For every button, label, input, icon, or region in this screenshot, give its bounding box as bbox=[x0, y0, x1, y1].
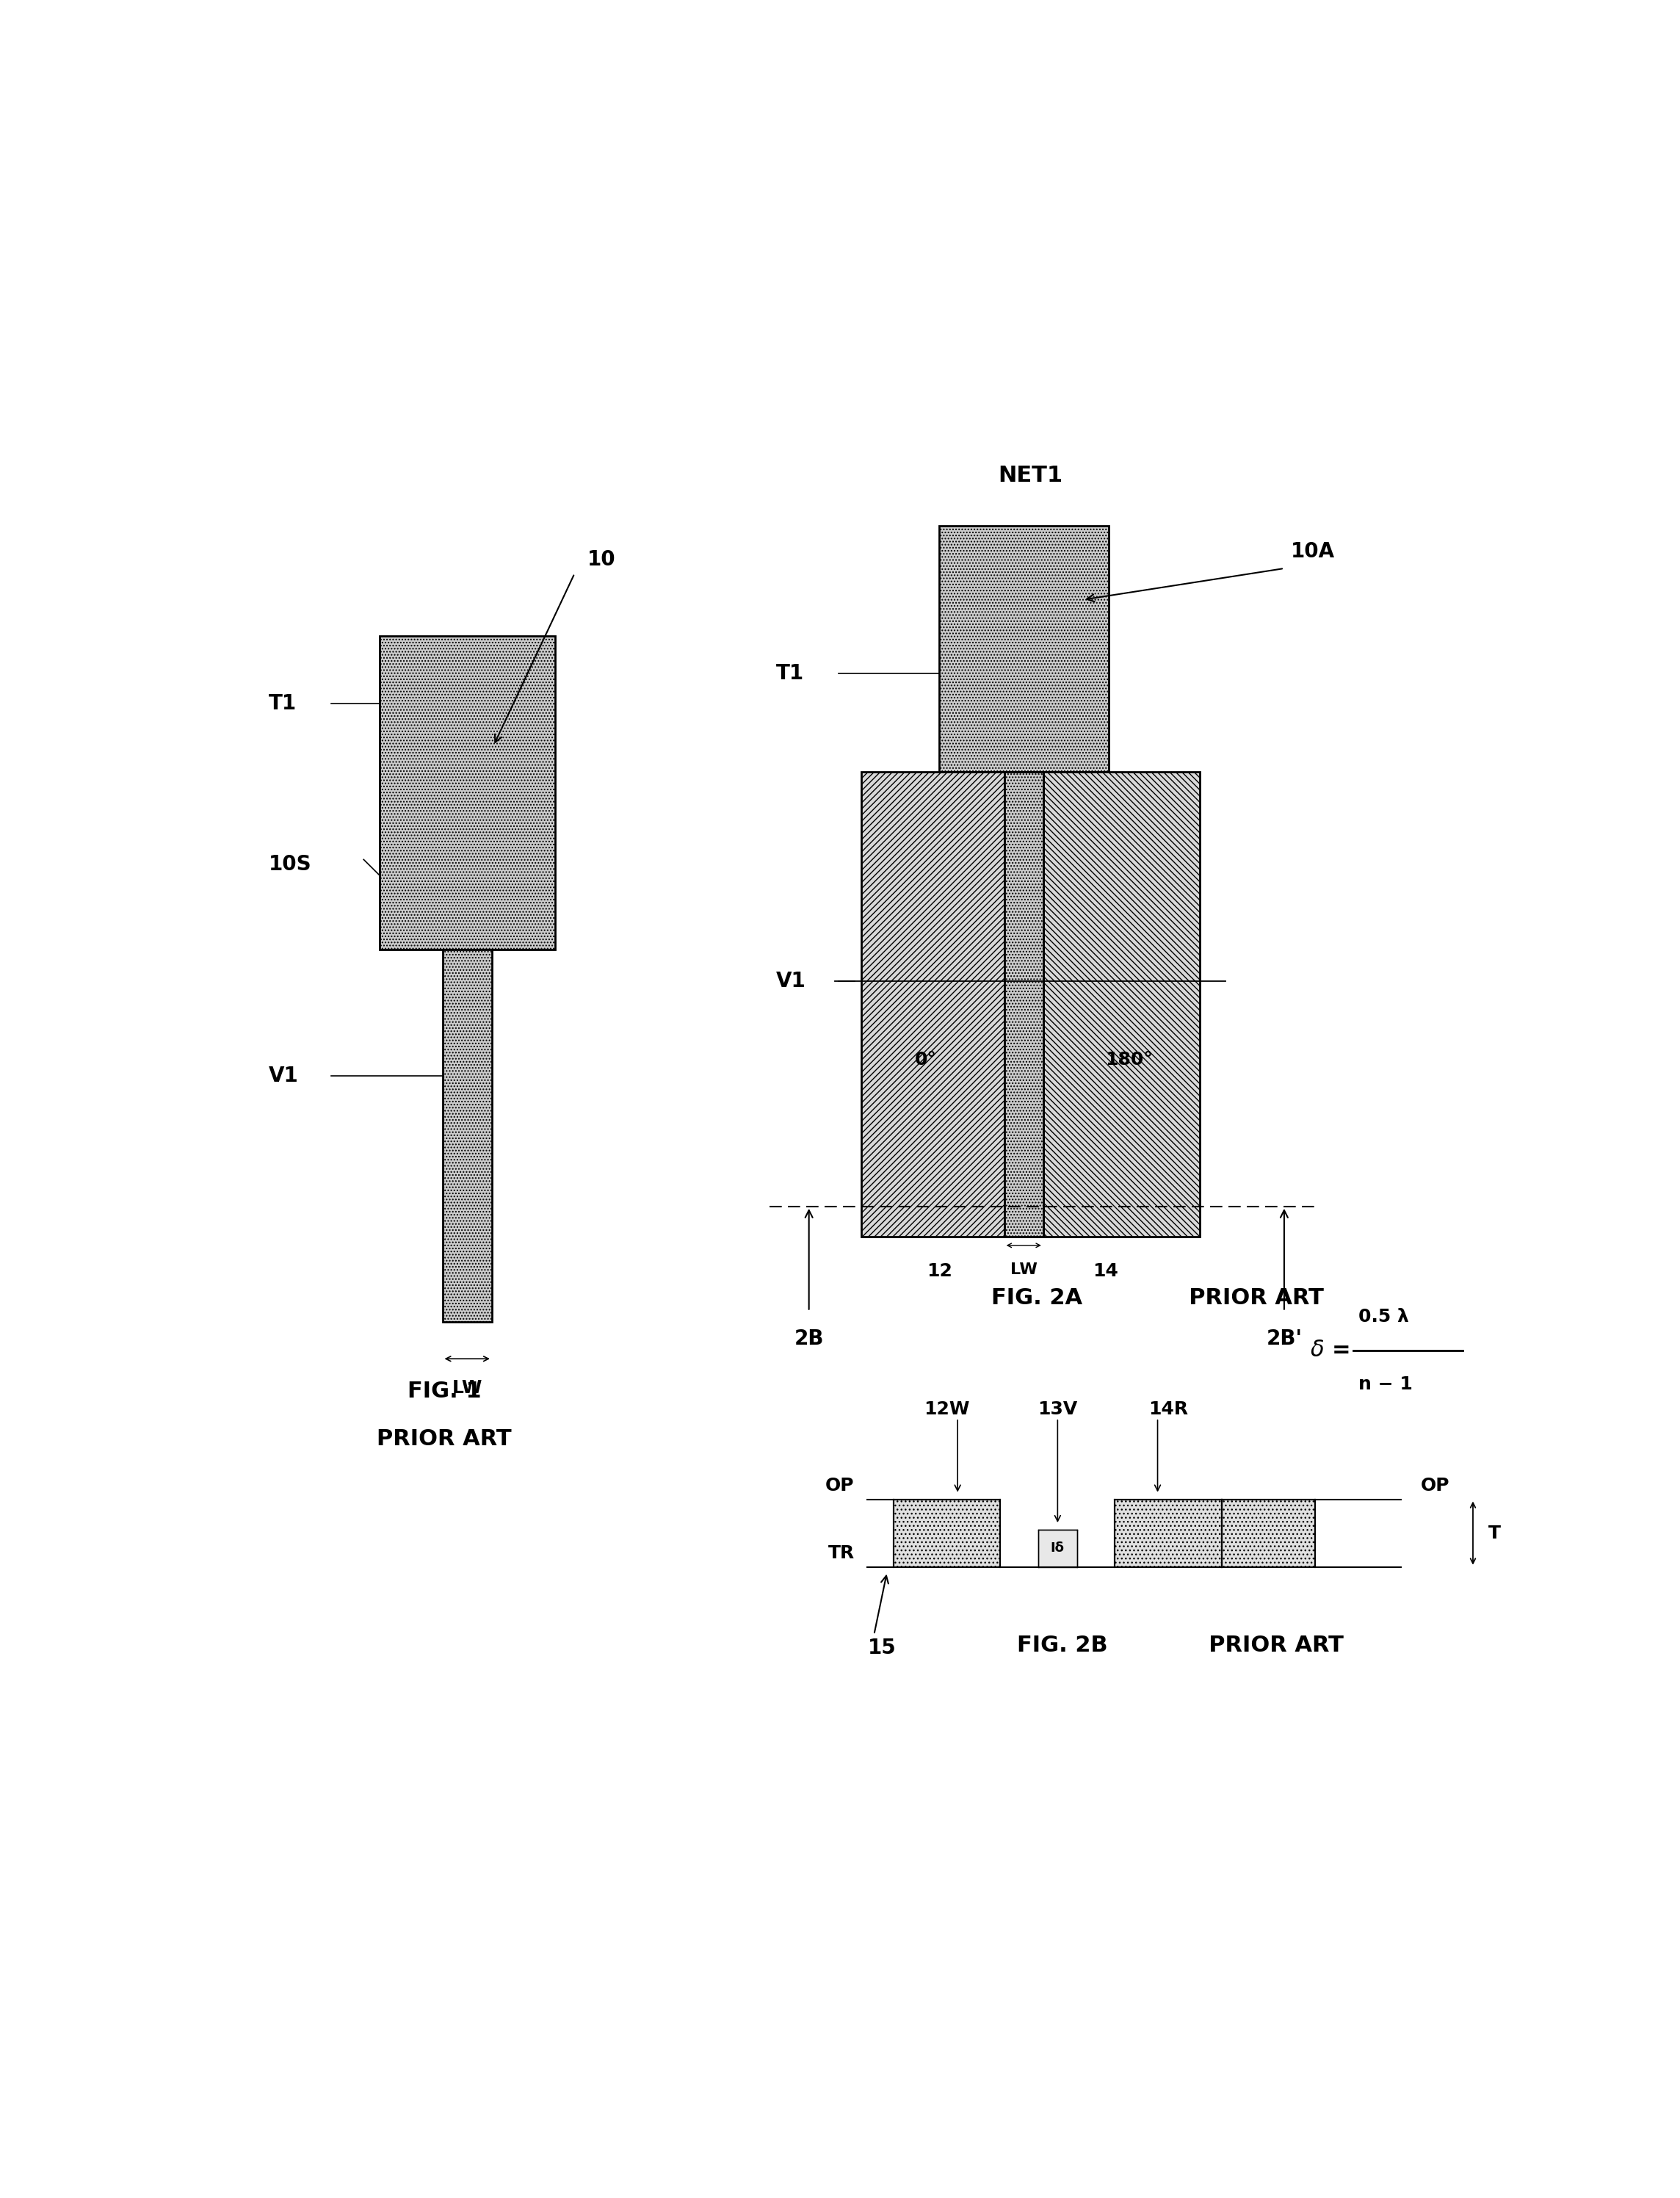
Text: 14R: 14R bbox=[1149, 1400, 1188, 1418]
Text: Iδ: Iδ bbox=[1050, 1541, 1065, 1554]
Bar bbox=[442, 950, 492, 1321]
Text: 180°: 180° bbox=[1105, 1051, 1152, 1068]
Text: 0°: 0° bbox=[914, 1051, 936, 1068]
Text: 12W: 12W bbox=[924, 1400, 969, 1418]
Bar bbox=[380, 635, 554, 950]
Text: NET1: NET1 bbox=[998, 464, 1063, 486]
Text: 10: 10 bbox=[588, 550, 617, 569]
Text: 2B: 2B bbox=[795, 1328, 823, 1350]
Text: T1: T1 bbox=[269, 695, 297, 714]
Text: $\delta$ =: $\delta$ = bbox=[1310, 1339, 1349, 1361]
Text: 2B': 2B' bbox=[1267, 1328, 1302, 1350]
Text: PRIOR ART: PRIOR ART bbox=[1193, 1635, 1344, 1655]
Text: V1: V1 bbox=[776, 972, 806, 991]
Text: 13V: 13V bbox=[1038, 1400, 1077, 1418]
Bar bbox=[1005, 771, 1043, 1237]
Text: 14: 14 bbox=[1094, 1262, 1119, 1279]
Text: LW: LW bbox=[1010, 1262, 1037, 1277]
Text: 12: 12 bbox=[927, 1262, 953, 1279]
Text: PRIOR ART: PRIOR ART bbox=[376, 1429, 512, 1448]
Text: LW: LW bbox=[452, 1378, 482, 1396]
Text: 10A: 10A bbox=[1290, 541, 1336, 563]
Text: FIG. 1: FIG. 1 bbox=[408, 1380, 480, 1402]
Text: OP: OP bbox=[1421, 1477, 1450, 1495]
Text: FIG. 2A: FIG. 2A bbox=[991, 1288, 1082, 1310]
Bar bbox=[1221, 1499, 1315, 1567]
Text: T1: T1 bbox=[776, 664, 805, 684]
Text: 0.5 λ: 0.5 λ bbox=[1359, 1308, 1410, 1325]
Bar bbox=[1038, 1530, 1077, 1567]
Text: n − 1: n − 1 bbox=[1359, 1376, 1413, 1394]
Text: FIG. 2B: FIG. 2B bbox=[1018, 1635, 1109, 1655]
Text: 10S: 10S bbox=[269, 855, 311, 875]
Text: TR: TR bbox=[828, 1545, 855, 1563]
Text: PRIOR ART: PRIOR ART bbox=[1173, 1288, 1324, 1310]
Bar bbox=[939, 525, 1109, 771]
Text: OP: OP bbox=[825, 1477, 855, 1495]
Bar bbox=[1043, 771, 1200, 1237]
Text: 15: 15 bbox=[867, 1638, 895, 1659]
Bar bbox=[894, 1499, 1000, 1567]
Bar bbox=[862, 771, 1005, 1237]
Bar bbox=[1116, 1499, 1221, 1567]
Text: V1: V1 bbox=[269, 1066, 299, 1086]
Text: T: T bbox=[1488, 1523, 1500, 1543]
